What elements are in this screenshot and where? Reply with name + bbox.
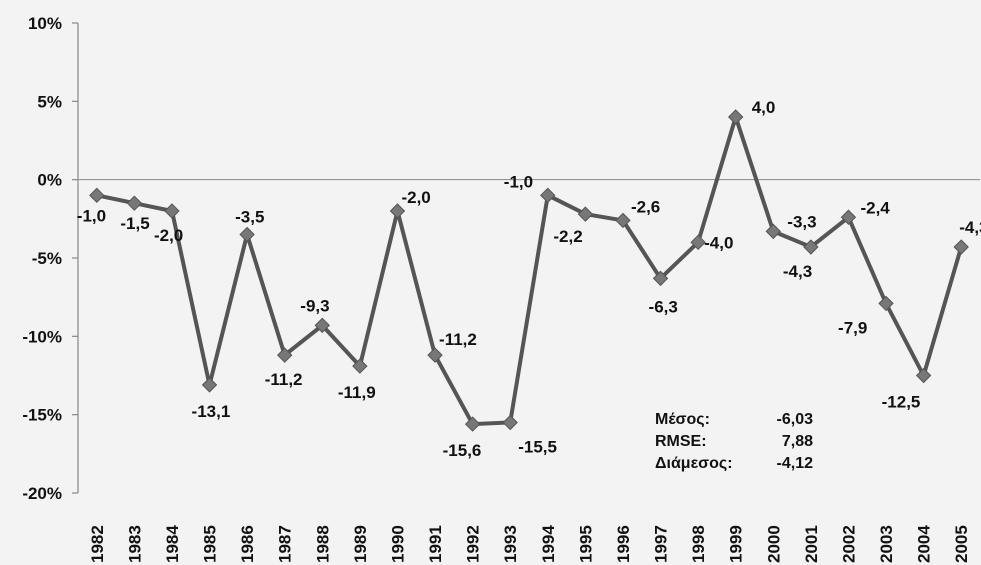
data-point-1991: [427, 347, 443, 363]
data-point-1996: [615, 212, 631, 229]
x-tick-label: 1991: [426, 525, 445, 563]
data-label-1984: -2,0: [154, 226, 183, 245]
y-tick-label: -20%: [22, 484, 62, 503]
x-tick-label: 1999: [727, 525, 746, 563]
data-label-1985: -13,1: [192, 402, 231, 421]
y-tick-label: 0%: [37, 171, 62, 190]
x-tick-label: 1990: [388, 525, 407, 563]
data-point-1999: [728, 109, 744, 125]
x-tick-label: 2003: [877, 525, 896, 563]
x-tick-label: 1996: [614, 525, 633, 563]
data-label-1992: -15,6: [443, 441, 482, 460]
series-line: [96, 110, 964, 427]
data-label-1999: 4,0: [752, 98, 776, 117]
x-tick-label: 2000: [764, 525, 783, 563]
data-label-1986: -3,5: [235, 208, 264, 227]
data-label-1990: -2,0: [401, 188, 430, 207]
stats-label: Μέσος:: [655, 411, 710, 428]
data-point-1988: [314, 317, 330, 334]
data-label-2004: -12,5: [882, 393, 921, 412]
x-tick-label: 1987: [276, 525, 295, 563]
data-point-1993: [502, 414, 518, 431]
y-tick-label: 10%: [28, 14, 62, 33]
data-point-2005: [953, 239, 969, 255]
data-point-1987: [277, 347, 293, 363]
data-point-1984: [164, 203, 180, 219]
data-label-1991: -11,2: [439, 330, 477, 349]
y-tick-label: -15%: [22, 406, 62, 425]
stats-value: -4,12: [777, 455, 814, 472]
data-point-1992: [464, 416, 481, 432]
data-label-1993: -15,5: [518, 438, 557, 457]
data-point-1985: [201, 377, 218, 393]
x-tick-label: 1982: [88, 525, 107, 563]
x-tick-label: 1994: [539, 525, 558, 563]
data-label-1988: -9,3: [300, 296, 329, 315]
stats-value: 7,88: [782, 433, 813, 450]
data-label-2000: -3,3: [787, 212, 816, 231]
data-label-2002: -2,4: [860, 198, 890, 217]
data-point-2001: [803, 239, 819, 255]
x-tick-label: 2004: [915, 525, 934, 563]
data-point-1989: [352, 358, 368, 374]
data-label-1998: -4,0: [704, 233, 733, 252]
x-tick-label: 1984: [163, 525, 182, 563]
data-label-1997: -6,3: [649, 297, 678, 316]
data-label-2001: -4,3: [783, 262, 812, 281]
data-point-1995: [577, 206, 594, 222]
data-point-2004: [915, 367, 932, 384]
x-tick-label: 1995: [576, 525, 595, 563]
data-point-1994: [540, 187, 556, 204]
stats-label: Διάμεσος:: [655, 455, 733, 472]
data-label-2003: -7,9: [838, 318, 867, 337]
data-point-2003: [878, 295, 894, 312]
data-label-1996: -2,6: [631, 197, 660, 216]
x-tick-label: 1992: [464, 525, 483, 563]
data-point-1986: [239, 226, 255, 243]
data-point-2002: [840, 209, 857, 225]
data-label-1995: -2,2: [553, 227, 582, 246]
y-tick-label: -5%: [32, 249, 62, 268]
stats-value: -6,03: [777, 411, 814, 428]
x-tick-label: 2002: [839, 525, 858, 563]
x-tick-label: 1986: [238, 525, 257, 563]
x-tick-label: 1993: [501, 525, 520, 563]
data-point-1983: [126, 195, 143, 211]
data-label-1989: -11,9: [338, 383, 376, 402]
data-label-2005: -4,3: [959, 218, 981, 237]
y-tick-label: 5%: [37, 92, 62, 111]
stats-label: RMSE:: [655, 433, 707, 450]
x-tick-label: 1998: [689, 525, 708, 563]
data-point-1997: [652, 270, 669, 287]
x-tick-label: 1988: [313, 525, 332, 563]
x-tick-label: 1983: [125, 525, 144, 563]
x-tick-label: 1997: [652, 525, 671, 563]
data-label-1983: -1,5: [120, 214, 149, 233]
data-label-1994: -1,0: [504, 172, 533, 191]
data-label-1982: -1,0: [77, 206, 106, 225]
x-tick-label: 1989: [351, 525, 370, 563]
data-point-1982: [89, 187, 105, 204]
y-tick-label: -10%: [22, 327, 62, 346]
data-point-2000: [765, 223, 781, 240]
data-point-1998: [690, 234, 706, 251]
x-tick-label: 1985: [201, 525, 220, 563]
data-point-1990: [389, 203, 406, 219]
x-tick-label: 2001: [802, 525, 821, 563]
x-tick-label: 2005: [952, 525, 971, 563]
data-label-1987: -11,2: [265, 370, 303, 389]
